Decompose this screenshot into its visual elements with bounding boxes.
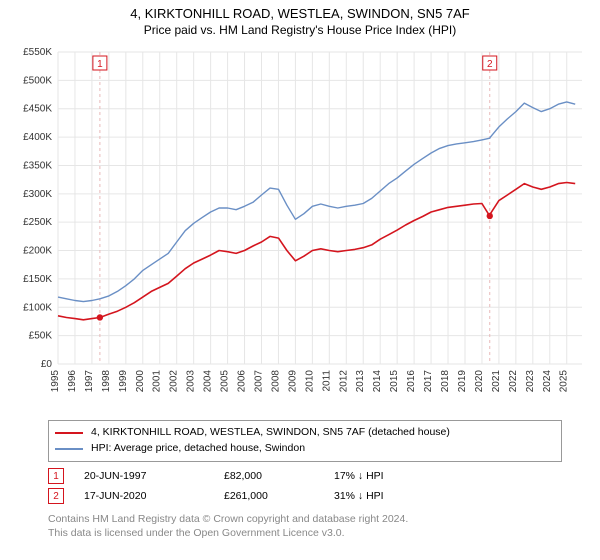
legend-row-hpi: HPI: Average price, detached house, Swin…: [55, 441, 555, 457]
svg-text:£200K: £200K: [23, 246, 52, 257]
svg-text:£450K: £450K: [23, 104, 52, 115]
svg-text:2003: 2003: [186, 370, 197, 393]
sales-row-1: 1 20-JUN-1997 £82,000 17% ↓ HPI: [48, 466, 454, 486]
legend-row-property: 4, KIRKTONHILL ROAD, WESTLEA, SWINDON, S…: [55, 425, 555, 441]
footnote: Contains HM Land Registry data © Crown c…: [48, 512, 568, 540]
title-line2: Price paid vs. HM Land Registry's House …: [0, 23, 600, 37]
svg-text:1997: 1997: [84, 370, 95, 393]
sales-table: 1 20-JUN-1997 £82,000 17% ↓ HPI 2 17-JUN…: [48, 466, 454, 506]
svg-text:2008: 2008: [270, 370, 281, 393]
svg-text:2013: 2013: [355, 370, 366, 393]
svg-text:1: 1: [97, 59, 103, 70]
svg-text:£250K: £250K: [23, 217, 52, 228]
svg-text:2006: 2006: [237, 370, 248, 393]
footnote-line2: This data is licensed under the Open Gov…: [48, 526, 568, 540]
sale-price-1: £82,000: [224, 470, 334, 482]
sale-pct-2: 31% ↓ HPI: [334, 490, 454, 502]
svg-text:2009: 2009: [287, 370, 298, 393]
svg-text:2024: 2024: [542, 370, 553, 393]
svg-text:£50K: £50K: [29, 331, 53, 342]
sale-pct-1: 17% ↓ HPI: [334, 470, 454, 482]
sale-date-1: 20-JUN-1997: [84, 470, 224, 482]
marker-box-1: 1: [48, 468, 64, 484]
svg-text:2025: 2025: [559, 370, 570, 393]
sale-date-2: 17-JUN-2020: [84, 490, 224, 502]
svg-text:2007: 2007: [253, 370, 264, 393]
svg-text:2022: 2022: [508, 370, 519, 393]
svg-text:2017: 2017: [423, 370, 434, 393]
legend-label-hpi: HPI: Average price, detached house, Swin…: [91, 441, 305, 457]
svg-text:£100K: £100K: [23, 302, 52, 313]
footnote-line1: Contains HM Land Registry data © Crown c…: [48, 512, 568, 526]
svg-text:2000: 2000: [135, 370, 146, 393]
svg-text:£0: £0: [41, 359, 53, 370]
svg-text:2005: 2005: [220, 370, 231, 393]
svg-text:£350K: £350K: [23, 160, 52, 171]
svg-text:2016: 2016: [406, 370, 417, 393]
svg-text:2001: 2001: [152, 370, 163, 393]
svg-text:£300K: £300K: [23, 189, 52, 200]
marker-box-2: 2: [48, 488, 64, 504]
chart-container: 4, KIRKTONHILL ROAD, WESTLEA, SWINDON, S…: [0, 0, 600, 560]
svg-text:£400K: £400K: [23, 132, 52, 143]
chart-area: £0 £50K £100K £150K £200K £250K £300K £350K £400…: [10, 44, 590, 414]
svg-text:2021: 2021: [491, 370, 502, 393]
svg-text:2004: 2004: [203, 370, 214, 393]
svg-text:2014: 2014: [372, 370, 383, 393]
svg-text:£550K: £550K: [23, 47, 52, 58]
svg-text:2: 2: [487, 59, 493, 70]
legend-swatch-hpi: [55, 448, 83, 450]
title-block: 4, KIRKTONHILL ROAD, WESTLEA, SWINDON, S…: [0, 0, 600, 37]
svg-text:2015: 2015: [389, 370, 400, 393]
sales-row-2: 2 17-JUN-2020 £261,000 31% ↓ HPI: [48, 486, 454, 506]
svg-text:2023: 2023: [525, 370, 536, 393]
svg-text:1999: 1999: [118, 370, 129, 393]
svg-text:1995: 1995: [50, 370, 61, 393]
svg-text:2018: 2018: [440, 370, 451, 393]
svg-text:2019: 2019: [457, 370, 468, 393]
legend-label-property: 4, KIRKTONHILL ROAD, WESTLEA, SWINDON, S…: [91, 425, 450, 441]
svg-text:2012: 2012: [338, 370, 349, 393]
svg-text:1996: 1996: [67, 370, 78, 393]
svg-text:1998: 1998: [101, 370, 112, 393]
svg-text:2011: 2011: [321, 370, 332, 392]
legend-swatch-property: [55, 432, 83, 434]
svg-text:2020: 2020: [474, 370, 485, 393]
chart-svg: £0 £50K £100K £150K £200K £250K £300K £350K £400…: [10, 44, 590, 414]
title-line1: 4, KIRKTONHILL ROAD, WESTLEA, SWINDON, S…: [0, 6, 600, 21]
svg-text:£150K: £150K: [23, 274, 52, 285]
legend: 4, KIRKTONHILL ROAD, WESTLEA, SWINDON, S…: [48, 420, 562, 462]
sale-price-2: £261,000: [224, 490, 334, 502]
svg-text:2010: 2010: [304, 370, 315, 393]
svg-text:£500K: £500K: [23, 75, 52, 86]
svg-text:2002: 2002: [169, 370, 180, 393]
